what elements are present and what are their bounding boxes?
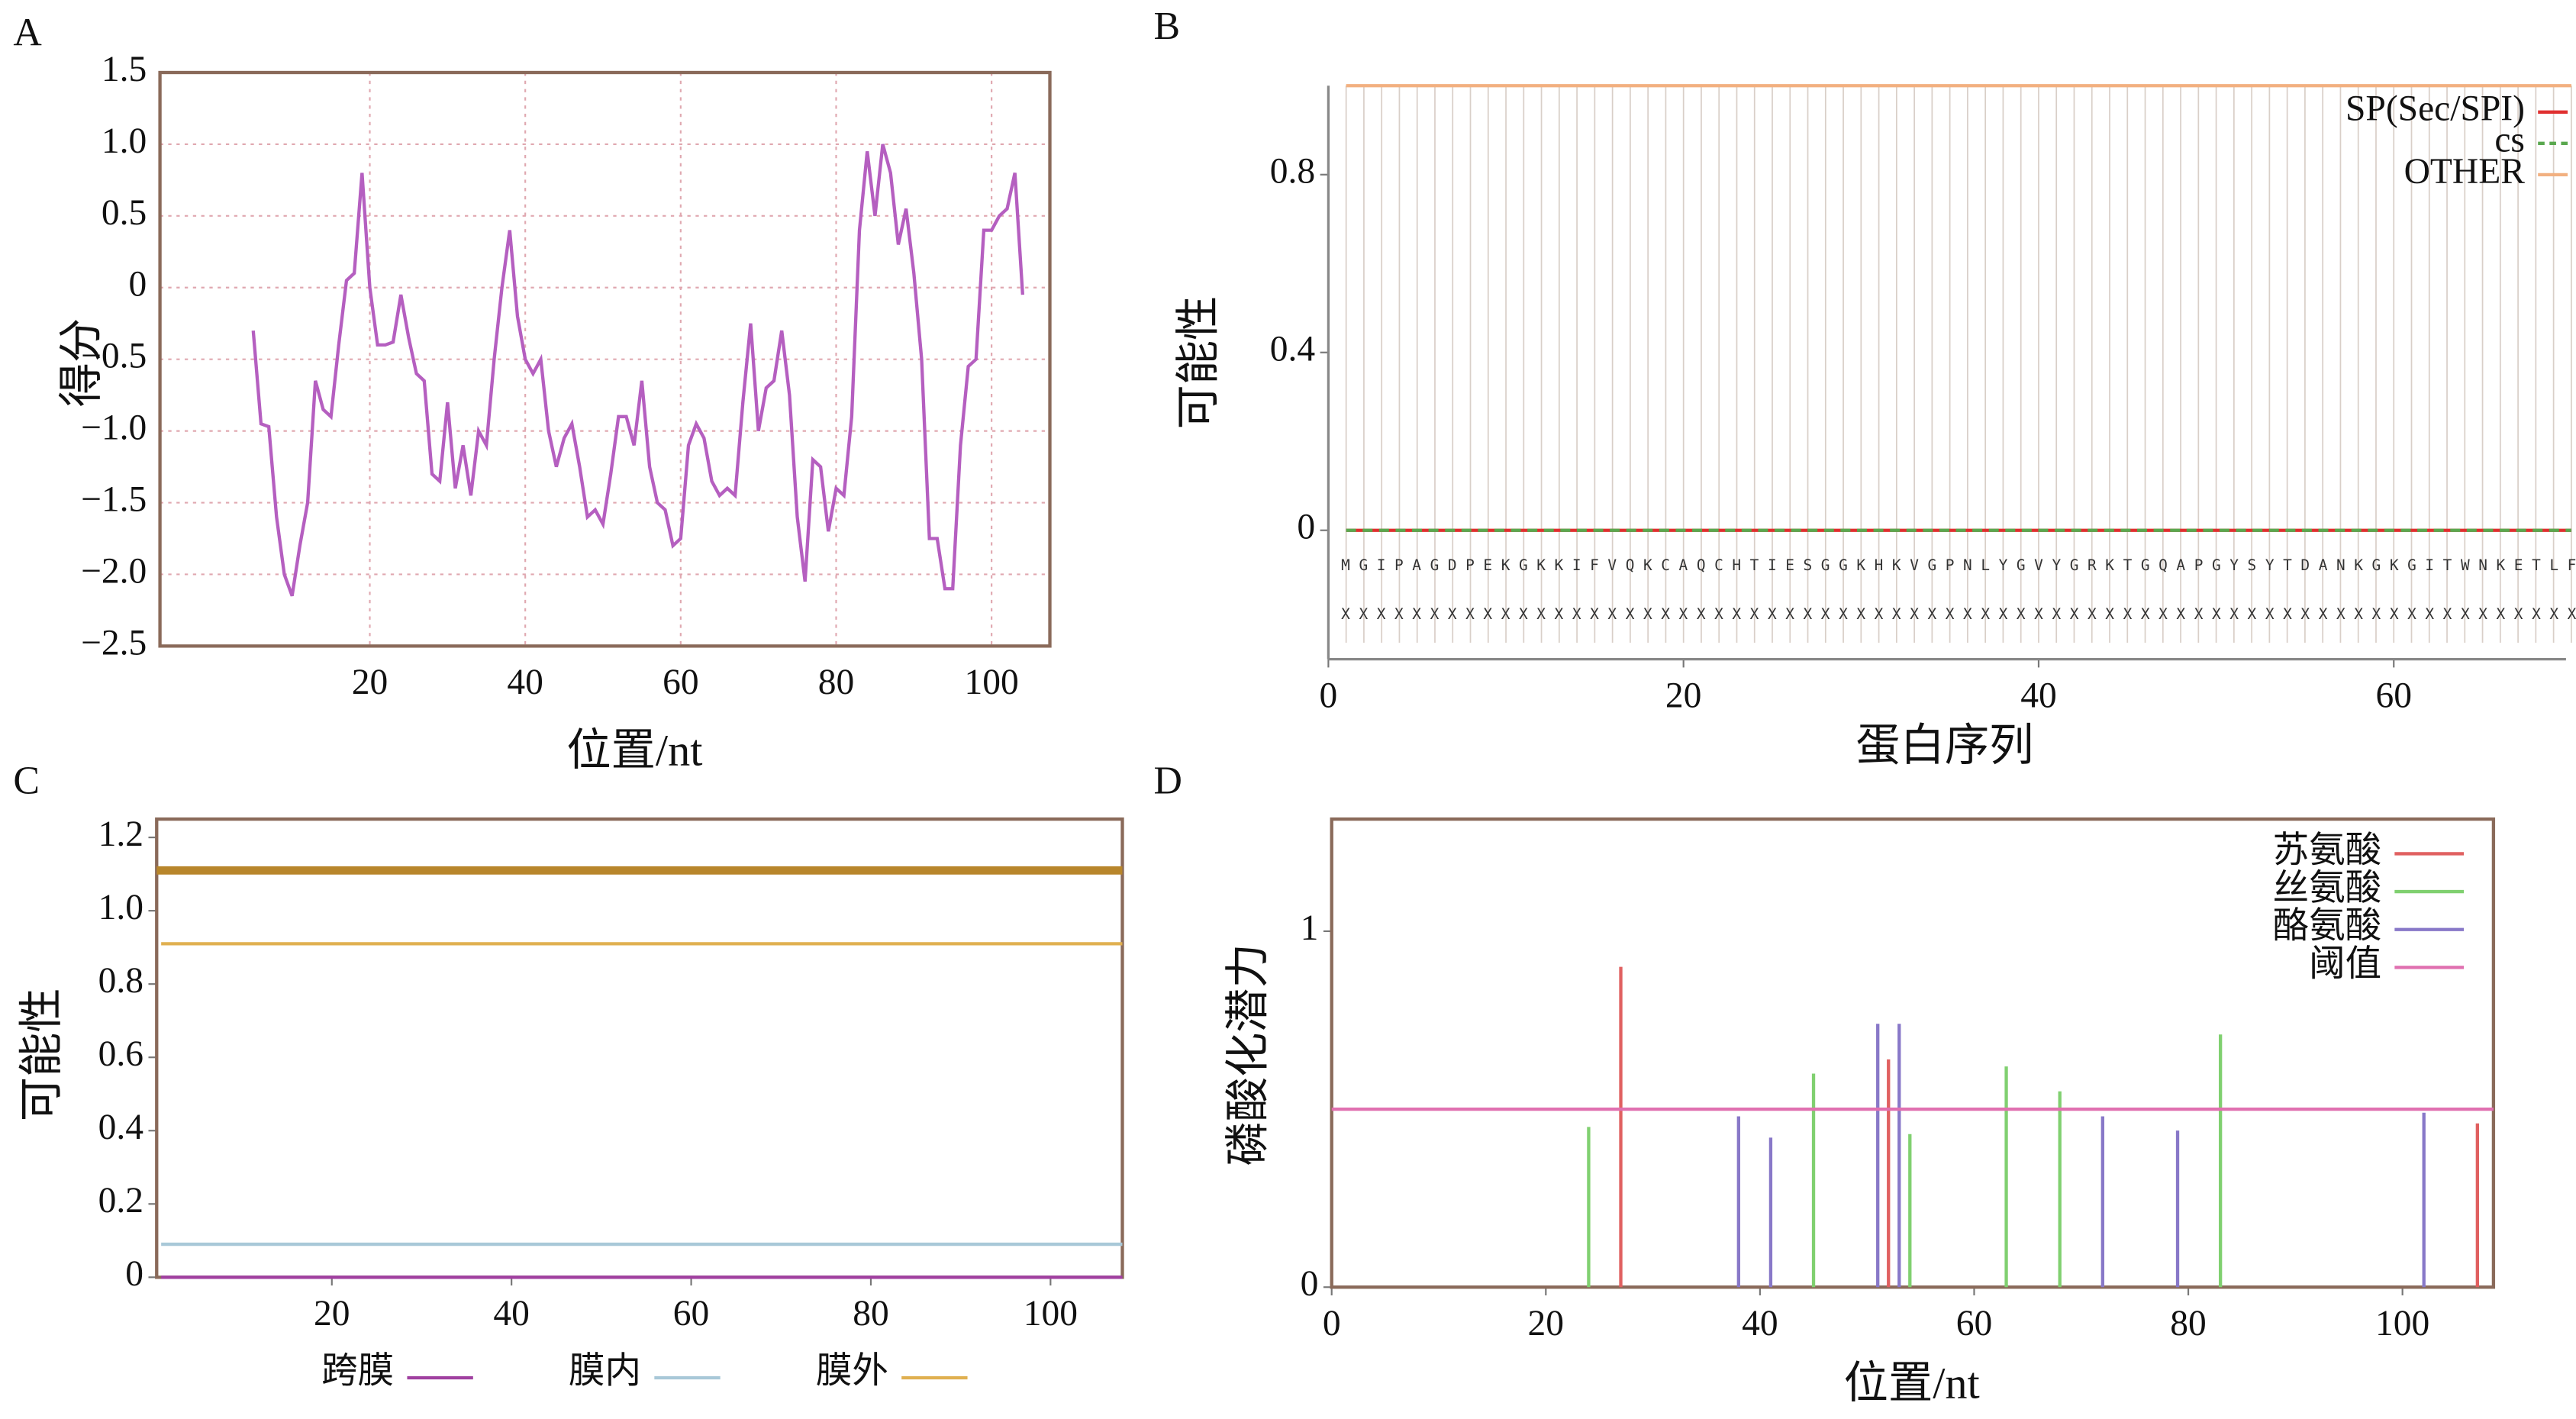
legend-label: SP(Sec/SPI) [2345, 89, 2525, 129]
x-tick-label: 60 [673, 1294, 710, 1334]
x-tick-label: 60 [2375, 676, 2412, 715]
annotation-text: XXXXXXXXXXXXXXXXXXXXXXXXXXXXXXXXXXXXXXXX… [1341, 605, 2576, 623]
panel-label: A [13, 11, 42, 54]
x-axis-title: 位置/nt [566, 725, 702, 775]
legend-label: 阈值 [2309, 944, 2381, 984]
y-tick-label: 0.4 [1270, 330, 1316, 369]
x-tick-label: 80 [2170, 1304, 2207, 1343]
x-tick-label: 60 [1956, 1304, 1993, 1343]
y-axis-title: 可能性 [1174, 296, 1224, 430]
panel-label: D [1154, 759, 1182, 803]
legend-label: OTHER [2404, 152, 2526, 192]
legend-label: 膜外 [816, 1352, 888, 1392]
y-tick-label: 0.2 [98, 1181, 143, 1221]
y-tick-label: 0.8 [98, 961, 143, 1001]
x-tick-label: 40 [493, 1294, 530, 1334]
x-tick-label: 20 [314, 1294, 350, 1334]
x-tick-label: 40 [507, 663, 543, 702]
x-tick-label: 100 [965, 663, 1019, 702]
y-tick-label: 0 [125, 1254, 143, 1294]
plot-frame [155, 817, 1124, 1279]
x-tick-label: 40 [2020, 676, 2057, 715]
x-tick-label: 100 [1024, 1294, 1078, 1334]
legend-label: 跨膜 [321, 1352, 394, 1392]
x-tick-label: 100 [2375, 1304, 2429, 1343]
x-tick-label: 0 [1323, 1304, 1341, 1343]
y-tick-label: −2.5 [81, 623, 147, 663]
y-tick-label: 1.5 [102, 50, 147, 89]
plot-frame [1330, 817, 2496, 1289]
legend-label: cs [2494, 121, 2525, 160]
y-tick-label: 1.0 [102, 121, 147, 161]
y-tick-label: −0.5 [81, 337, 147, 376]
x-tick-label: 40 [1742, 1304, 1778, 1343]
y-tick-label: 0.4 [98, 1108, 144, 1147]
y-tick-label: 0.6 [98, 1034, 143, 1074]
x-tick-label: 20 [352, 663, 388, 702]
y-tick-label: 0 [129, 265, 147, 305]
y-axis-title: 磷酸化潜力 [1223, 943, 1272, 1166]
legend-label: 膜内 [569, 1352, 641, 1392]
y-tick-label: −1.5 [81, 479, 147, 519]
x-tick-label: 60 [663, 663, 699, 702]
y-tick-label: 1.0 [98, 888, 143, 927]
legend-label: 苏氨酸 [2273, 830, 2381, 870]
x-tick-label: 0 [1320, 676, 1338, 715]
y-tick-label: −2.0 [81, 551, 147, 591]
y-axis-title: 得分 [56, 318, 106, 408]
legend-label: 酪氨酸 [2273, 907, 2381, 947]
data-line [251, 144, 1025, 597]
y-tick-label: −1.0 [81, 408, 147, 448]
x-tick-label: 80 [818, 663, 855, 702]
panel-label: C [13, 759, 40, 803]
y-tick-label: 0 [1301, 1264, 1319, 1304]
x-axis-title: 蛋白序列 [1855, 721, 2033, 770]
x-tick-label: 20 [1528, 1304, 1565, 1343]
x-tick-label: 80 [853, 1294, 889, 1334]
x-tick-label: 20 [1665, 676, 1702, 715]
sequence-text: MGIPAGDPEKGKKIFVQKCAQCHTIESGGKHKVGPNLYGV… [1341, 556, 2576, 574]
y-tick-label: 1.2 [98, 814, 143, 854]
y-axis-title: 可能性 [17, 988, 66, 1121]
legend-label: 丝氨酸 [2273, 869, 2381, 908]
y-tick-label: 1 [1301, 908, 1319, 948]
x-axis-title: 位置/nt [1844, 1358, 1980, 1408]
y-tick-label: 0.5 [102, 193, 147, 233]
plot-frame [158, 70, 1052, 648]
y-tick-label: 0 [1297, 508, 1315, 547]
panel-label: B [1154, 5, 1181, 48]
y-tick-label: 0.8 [1270, 152, 1315, 192]
